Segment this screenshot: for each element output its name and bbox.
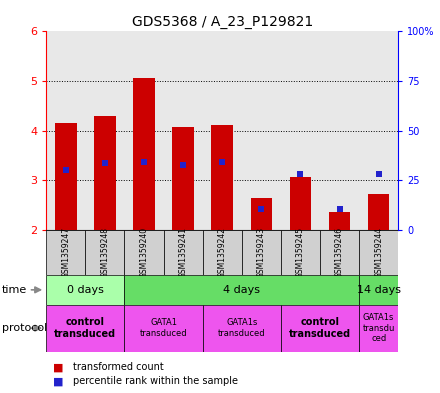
FancyBboxPatch shape [359, 230, 398, 275]
Text: GSM1359241: GSM1359241 [179, 227, 187, 278]
FancyBboxPatch shape [242, 230, 281, 275]
Bar [172, 127, 194, 230]
Text: GSM1359247: GSM1359247 [61, 227, 70, 278]
Bar [368, 194, 389, 230]
Text: 0 days: 0 days [67, 285, 104, 295]
FancyBboxPatch shape [46, 275, 125, 305]
FancyBboxPatch shape [281, 230, 320, 275]
Bar [290, 177, 311, 230]
Text: ■: ■ [53, 362, 63, 373]
Text: GSM1359240: GSM1359240 [139, 227, 148, 278]
Text: 14 days: 14 days [357, 285, 401, 295]
Text: GATA1
transduced: GATA1 transduced [140, 318, 187, 338]
Bar [55, 123, 77, 230]
FancyBboxPatch shape [46, 305, 125, 352]
Text: percentile rank within the sample: percentile rank within the sample [73, 376, 238, 386]
Text: GSM1359243: GSM1359243 [257, 227, 266, 278]
FancyBboxPatch shape [85, 230, 125, 275]
Text: GSM1359248: GSM1359248 [100, 227, 110, 278]
FancyBboxPatch shape [203, 230, 242, 275]
FancyBboxPatch shape [203, 305, 281, 352]
Text: ■: ■ [53, 376, 63, 386]
FancyBboxPatch shape [125, 230, 164, 275]
Text: transformed count: transformed count [73, 362, 163, 373]
Bar [133, 77, 155, 230]
Bar [250, 198, 272, 230]
Text: GATA1s
transduced: GATA1s transduced [218, 318, 266, 338]
FancyBboxPatch shape [320, 230, 359, 275]
Text: control
transduced: control transduced [54, 318, 116, 339]
Text: GSM1359245: GSM1359245 [296, 227, 305, 278]
Title: GDS5368 / A_23_P129821: GDS5368 / A_23_P129821 [132, 15, 313, 29]
Text: GSM1359246: GSM1359246 [335, 227, 344, 278]
FancyBboxPatch shape [164, 230, 203, 275]
FancyBboxPatch shape [359, 305, 398, 352]
FancyBboxPatch shape [125, 305, 203, 352]
FancyBboxPatch shape [281, 305, 359, 352]
FancyBboxPatch shape [125, 275, 359, 305]
Text: protocol: protocol [2, 323, 48, 333]
FancyBboxPatch shape [46, 230, 85, 275]
Text: control
transduced: control transduced [289, 318, 351, 339]
Text: 4 days: 4 days [223, 285, 260, 295]
Text: GSM1359244: GSM1359244 [374, 227, 383, 278]
Bar [329, 211, 350, 230]
Text: time: time [2, 285, 27, 295]
Bar [94, 116, 116, 230]
Text: GATA1s
transdu
ced: GATA1s transdu ced [363, 313, 395, 343]
Bar [212, 125, 233, 230]
FancyBboxPatch shape [359, 275, 398, 305]
Text: GSM1359242: GSM1359242 [218, 227, 227, 278]
